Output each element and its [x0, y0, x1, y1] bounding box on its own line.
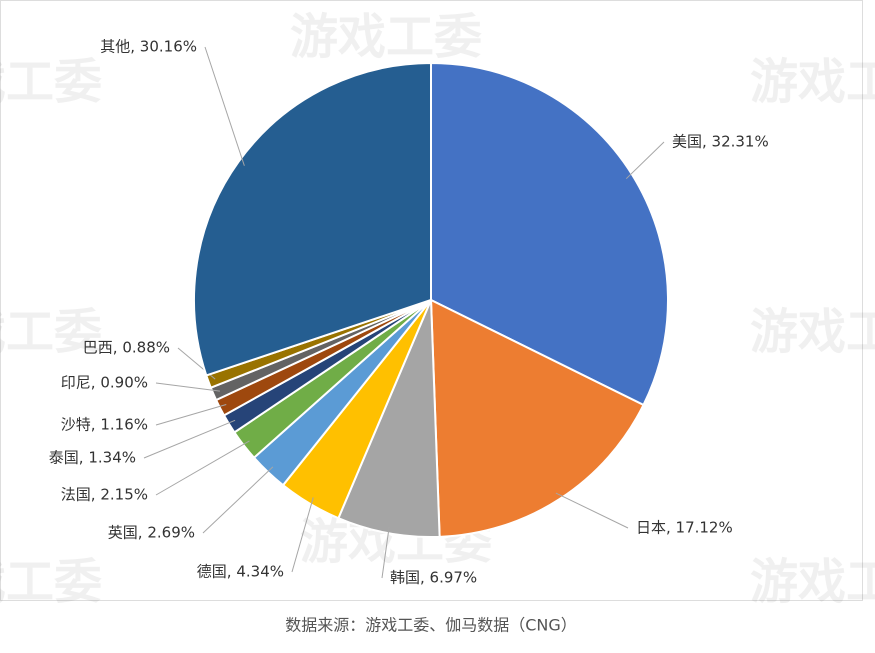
data-label: 美国, 32.31%: [672, 133, 769, 151]
pie-slice: [430, 61, 669, 407]
leader-line: [143, 419, 236, 459]
leader-line: [625, 141, 665, 180]
leader-line: [555, 492, 629, 529]
watermark: 游戏工委: [750, 304, 875, 360]
watermark: 游戏工委: [0, 54, 102, 110]
leader-line: [155, 382, 220, 392]
watermark: 游戏工委: [750, 54, 875, 110]
watermark: 游戏工委: [750, 554, 875, 610]
source-note: 数据来源：游戏工委、伽马数据（CNG）: [285, 616, 577, 635]
watermark: 游戏工委: [290, 9, 482, 65]
data-label: 日本, 17.12%: [636, 519, 733, 537]
data-label: 德国, 4.34%: [197, 563, 284, 581]
data-label: 韩国, 6.97%: [390, 569, 477, 587]
leader-line: [155, 440, 250, 496]
pie-slice: [193, 61, 432, 377]
data-label: 巴西, 0.88%: [83, 339, 170, 357]
data-label: 泰国, 1.34%: [49, 449, 136, 467]
leader-line: [381, 526, 390, 579]
leader-line: [204, 46, 245, 166]
pie-slice: [429, 298, 645, 538]
data-label: 其他, 30.16%: [100, 38, 197, 56]
leader-line: [291, 497, 314, 573]
data-label: 英国, 2.69%: [108, 524, 195, 542]
watermark: 游戏工委: [0, 304, 102, 360]
leader-line: [202, 466, 274, 534]
data-label: 沙特, 1.16%: [61, 416, 148, 434]
pie: 美国, 32.31% 日本, 17.12% 韩国, 6.97% 德国, 4.34% 英国…: [49, 38, 769, 587]
leader-line: [155, 404, 227, 426]
watermark: 游戏工委: [0, 554, 102, 610]
data-label: 印尼, 0.90%: [61, 374, 148, 392]
data-label: 法国, 2.15%: [61, 486, 148, 504]
